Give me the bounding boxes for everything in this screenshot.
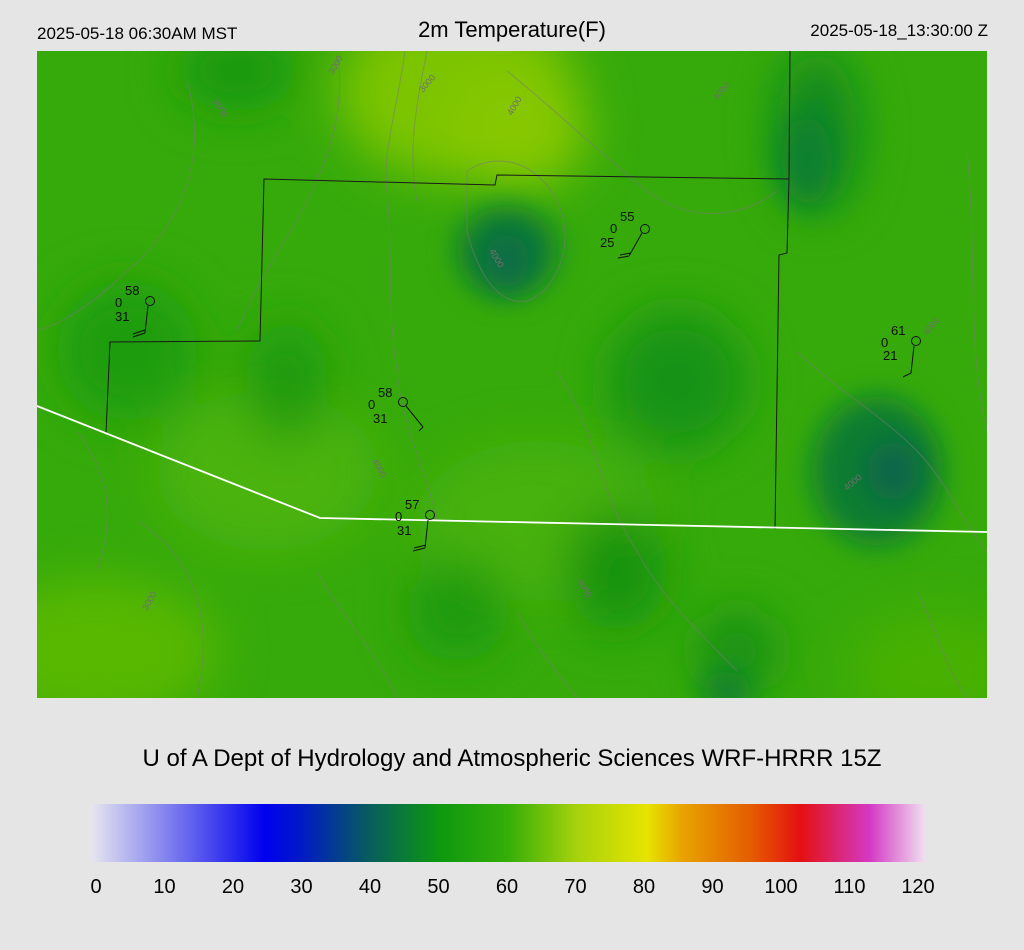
colorbar-tick-label: 10 xyxy=(153,876,176,898)
station-value: 0 xyxy=(368,397,375,412)
map-title: 2m Temperature(F) xyxy=(418,17,606,42)
colorbar-tick-label: 60 xyxy=(495,876,519,898)
station-temperature: 57 xyxy=(405,497,419,512)
wind-barb xyxy=(405,405,424,432)
state-boundary xyxy=(37,405,987,533)
temperature-field xyxy=(37,51,987,698)
coldest-cores xyxy=(485,233,919,501)
wind-barb xyxy=(132,305,149,338)
station-temperature: 55 xyxy=(620,209,634,224)
colorbar-tick-label: 50 xyxy=(427,876,450,898)
colorbar-tick-label: 90 xyxy=(701,876,724,898)
elevation-contours xyxy=(37,51,987,698)
temperature-colorbar xyxy=(91,804,925,862)
station-dewpoint: 31 xyxy=(373,411,387,426)
station-plot-south: 57 0 31 xyxy=(395,497,435,552)
colorbar-tick-label: 110 xyxy=(833,876,866,898)
station-plot-west: 58 0 31 xyxy=(115,283,155,338)
station-temperature: 61 xyxy=(891,323,905,338)
station-dewpoint: 25 xyxy=(600,235,614,250)
colorbar-tick-label: 30 xyxy=(290,876,313,898)
colorbar-tick-label: 80 xyxy=(632,876,656,898)
wind-barb xyxy=(617,232,643,259)
station-temperature: 58 xyxy=(125,283,139,298)
utc-time-label: 2025-05-18_13:30:00 Z xyxy=(810,21,988,40)
station-temperature: 58 xyxy=(378,385,392,400)
station-dewpoint: 31 xyxy=(115,309,129,324)
county-boundaries xyxy=(105,51,791,530)
station-value: 0 xyxy=(395,509,402,524)
colorbar-tick-label: 0 xyxy=(90,876,102,898)
model-credit: U of A Dept of Hydrology and Atmospheric… xyxy=(142,745,882,772)
station-plot-east: 61 0 21 xyxy=(881,323,921,378)
station-circle xyxy=(640,224,650,234)
station-plot-north: 55 0 25 xyxy=(600,209,650,259)
station-value: 0 xyxy=(610,221,617,236)
colorbar-tick-label: 70 xyxy=(564,876,587,898)
station-circle xyxy=(425,510,435,520)
temperature-map: 3000 3000 4000 3000 4000 4000 4000 3000 … xyxy=(37,51,987,698)
station-dewpoint: 31 xyxy=(397,523,411,538)
colorbar-tick-label: 120 xyxy=(901,876,935,898)
station-dewpoint: 21 xyxy=(883,348,897,363)
wind-barb xyxy=(412,519,429,552)
wind-barb xyxy=(902,345,915,378)
station-plot-central: 58 0 31 xyxy=(368,385,424,432)
local-time-label: 2025-05-18 06:30AM MST xyxy=(37,24,238,43)
map-canvas: 3000 3000 4000 3000 4000 4000 4000 3000 … xyxy=(37,51,987,698)
station-circle xyxy=(145,296,155,306)
station-value: 0 xyxy=(881,335,888,350)
colorbar-tick-labels: 0 10 20 30 40 50 60 70 80 90 100 110 120 xyxy=(0,876,1024,902)
station-circle xyxy=(398,397,408,407)
station-value: 0 xyxy=(115,295,122,310)
colorbar-tick-label: 40 xyxy=(358,876,382,898)
station-circle xyxy=(911,336,921,346)
colorbar-tick-label: 100 xyxy=(764,876,798,898)
colorbar-tick-label: 20 xyxy=(221,876,245,898)
